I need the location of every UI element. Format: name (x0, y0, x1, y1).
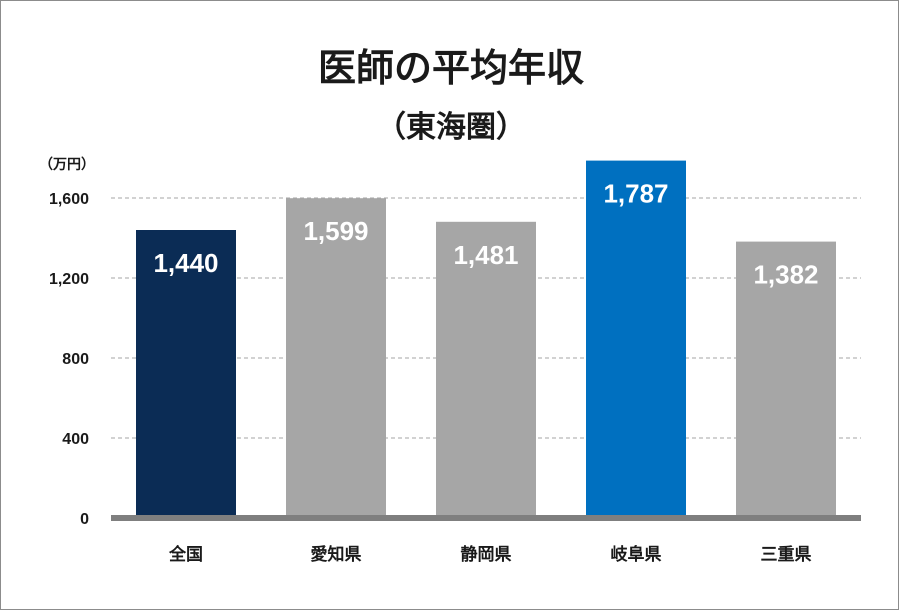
x-tick-label: 全国 (168, 544, 203, 565)
bar (136, 230, 236, 518)
y-axis-unit-label: （万円） (39, 157, 95, 173)
bar (586, 160, 686, 518)
bar (286, 198, 386, 518)
y-tick-label: 1,200 (49, 271, 89, 288)
data-label: 1,481 (453, 240, 518, 270)
x-tick-label: 静岡県 (461, 544, 512, 565)
chart-title: 医師の平均年収 (318, 46, 584, 90)
data-label: 1,599 (303, 216, 368, 246)
y-tick-label: 800 (62, 351, 89, 368)
bar (736, 241, 836, 518)
x-tick-label: 岐阜県 (611, 544, 662, 565)
y-tick-label: 1,600 (49, 191, 89, 208)
y-tick-label: 0 (80, 511, 89, 528)
y-tick-label: 400 (62, 431, 89, 448)
x-tick-label: 三重県 (761, 544, 812, 565)
data-label: 1,440 (153, 248, 218, 278)
x-tick-label: 愛知県 (311, 544, 362, 565)
chart-subtitle: （東海圏） (376, 110, 526, 145)
bar (436, 221, 536, 519)
data-label: 1,787 (603, 179, 668, 209)
data-label: 1,382 (753, 260, 818, 290)
